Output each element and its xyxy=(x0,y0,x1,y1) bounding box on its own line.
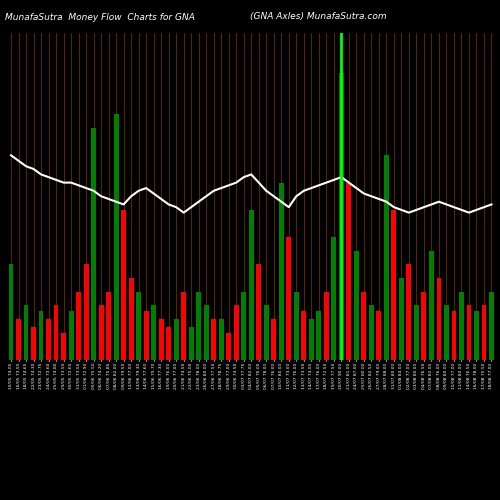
Bar xyxy=(294,292,298,360)
Bar xyxy=(219,319,224,360)
Bar xyxy=(346,182,352,360)
Bar xyxy=(84,264,88,360)
Bar xyxy=(204,306,208,360)
Bar xyxy=(256,264,261,360)
Text: (GNA Axles) MunafaSutra.com: (GNA Axles) MunafaSutra.com xyxy=(250,12,386,22)
Bar xyxy=(309,319,314,360)
Bar xyxy=(8,264,14,360)
Bar xyxy=(422,292,426,360)
Bar xyxy=(474,311,479,360)
Bar xyxy=(324,292,329,360)
Bar xyxy=(166,327,171,360)
Bar xyxy=(369,306,374,360)
Bar xyxy=(376,311,382,360)
Bar xyxy=(489,292,494,360)
Bar xyxy=(286,237,291,360)
Bar xyxy=(136,292,141,360)
Bar xyxy=(429,251,434,360)
Bar xyxy=(384,156,389,360)
Bar xyxy=(339,74,344,360)
Bar xyxy=(38,311,44,360)
Bar xyxy=(414,306,419,360)
Bar xyxy=(459,292,464,360)
Bar xyxy=(362,292,366,360)
Text: MunafaSutra  Money Flow  Charts for GNA: MunafaSutra Money Flow Charts for GNA xyxy=(5,12,195,22)
Bar xyxy=(354,251,359,360)
Bar xyxy=(68,311,73,360)
Bar xyxy=(144,311,148,360)
Bar xyxy=(91,128,96,360)
Bar xyxy=(234,306,238,360)
Bar xyxy=(264,306,268,360)
Bar xyxy=(272,319,276,360)
Bar xyxy=(46,319,51,360)
Bar xyxy=(436,278,442,360)
Bar xyxy=(76,292,81,360)
Bar xyxy=(316,311,322,360)
Bar xyxy=(151,306,156,360)
Bar xyxy=(174,319,178,360)
Bar xyxy=(106,292,111,360)
Bar xyxy=(98,306,103,360)
Bar xyxy=(444,306,449,360)
Bar xyxy=(188,327,194,360)
Bar xyxy=(24,306,28,360)
Bar xyxy=(128,278,134,360)
Bar xyxy=(452,311,456,360)
Bar xyxy=(54,306,59,360)
Bar xyxy=(302,311,306,360)
Bar xyxy=(482,306,486,360)
Bar xyxy=(242,292,246,360)
Bar xyxy=(279,182,283,360)
Bar xyxy=(249,210,254,360)
Bar xyxy=(406,264,412,360)
Bar xyxy=(332,237,336,360)
Bar xyxy=(61,332,66,360)
Bar xyxy=(121,210,126,360)
Bar xyxy=(212,319,216,360)
Bar xyxy=(399,278,404,360)
Bar xyxy=(226,332,231,360)
Bar xyxy=(16,319,21,360)
Bar xyxy=(31,327,36,360)
Bar xyxy=(196,292,201,360)
Bar xyxy=(158,319,164,360)
Bar xyxy=(392,210,396,360)
Bar xyxy=(114,114,118,360)
Bar xyxy=(466,306,471,360)
Bar xyxy=(181,292,186,360)
